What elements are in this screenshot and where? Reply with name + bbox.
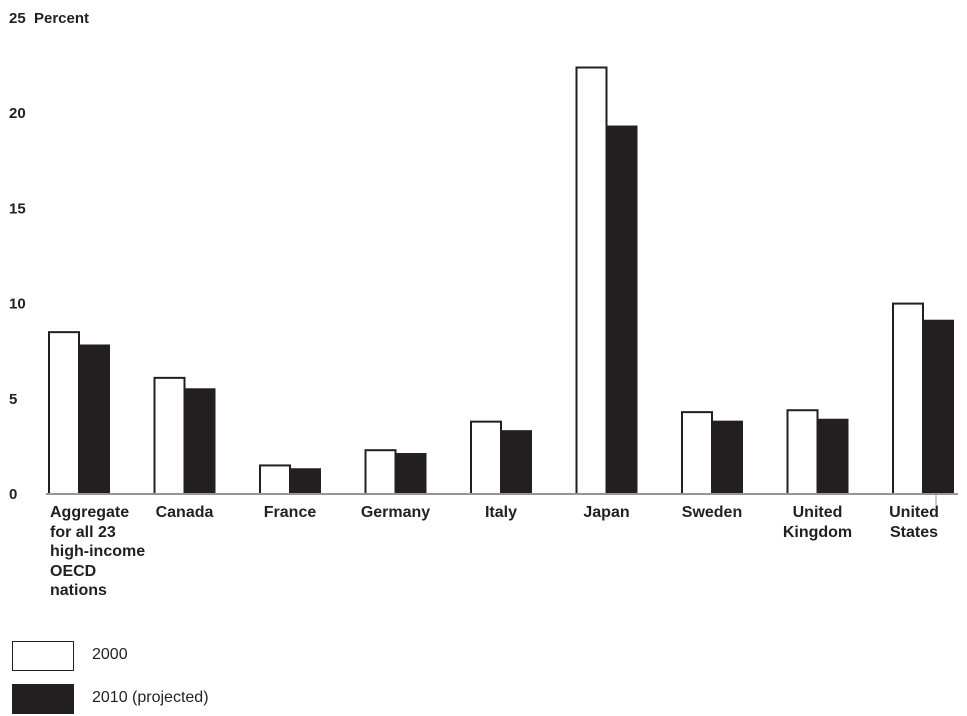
bar-2000-france [259, 464, 291, 496]
x-tick-label-japan: Japan [583, 504, 630, 521]
legend-swatch-2010-projected [12, 684, 74, 714]
bar-2010-projected-japan [605, 125, 638, 495]
legend-label-2010-projected: 2010 (projected) [92, 689, 209, 706]
bar-2010-projected-france [289, 468, 321, 495]
x-tick-label-germany: Germany [360, 504, 431, 521]
bar-2000-japan [575, 66, 608, 495]
y-tick-label: 15 [9, 200, 26, 217]
x-tick-label-france: France [263, 504, 317, 521]
y-tick-label: 0 [9, 486, 17, 503]
y-axis: 0 5 10 15 20 25 Percent [9, 10, 89, 503]
bar-2000-canada [153, 376, 186, 495]
bar-2000-aggregate-for-all-23-high-income-oecd-nations [48, 331, 80, 495]
y-tick-label: 20 [9, 105, 26, 122]
y-tick-label: 25 [9, 10, 26, 27]
bar-2010-projected-italy [500, 430, 532, 495]
bar-2010-projected-united-kingdom [816, 418, 849, 495]
y-tick-label: 10 [9, 296, 26, 313]
x-tick-label-united-kingdom: United Kingdom [782, 504, 853, 541]
bar-2000-sweden [681, 411, 713, 495]
bar-2010-projected-united-states [922, 319, 954, 495]
bar-2010-projected-sweden [711, 420, 743, 496]
x-tick-label-aggregate-for-all-23-high-income-oecd-nations: Aggregate for all 23 high-income OECD na… [50, 504, 146, 599]
bar-2010-projected-aggregate-for-all-23-high-income-oecd-nations [78, 344, 110, 495]
bar-2000-germany [364, 449, 397, 496]
y-tick-label: 5 [9, 391, 17, 408]
bar-2000-united-kingdom [786, 409, 819, 495]
bar-2000-italy [470, 420, 502, 496]
legend-swatch-2000 [12, 641, 74, 671]
x-tick-label-italy: Italy [484, 504, 517, 521]
bar-2010-projected-germany [394, 453, 427, 495]
x-tick-label-united-states: United States [889, 504, 939, 541]
x-tick-label-canada: Canada [155, 504, 214, 521]
x-tick-label-sweden: Sweden [681, 504, 743, 521]
legend-label-2000: 2000 [92, 646, 128, 663]
bar-2010-projected-canada [183, 388, 216, 495]
bars [48, 66, 954, 496]
bar-2000-united-states [892, 302, 924, 495]
y-axis-label: Percent [34, 10, 89, 27]
